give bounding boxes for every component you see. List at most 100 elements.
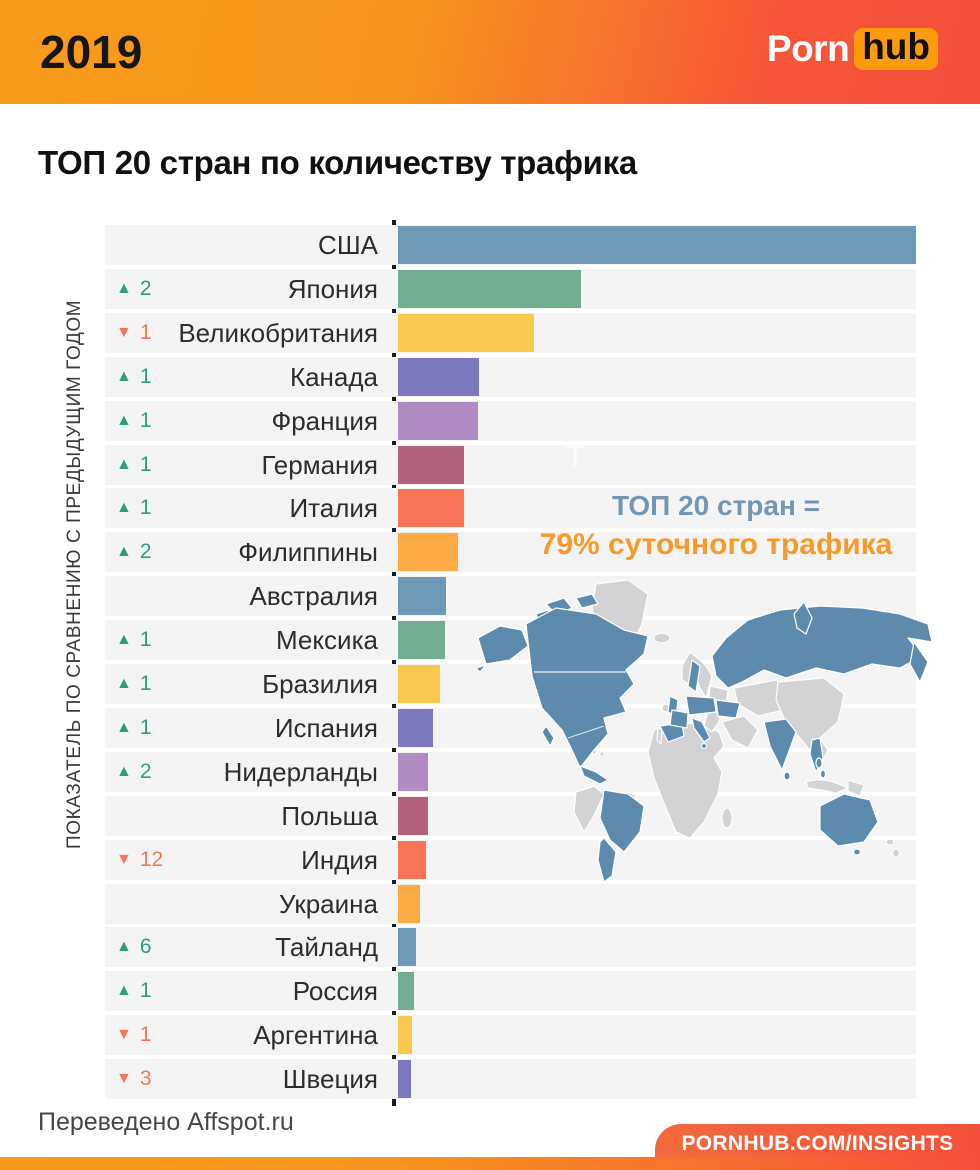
arrow-up-icon: ▲ [116, 982, 132, 1000]
country-bar [398, 752, 428, 791]
arrow-up-icon: ▲ [116, 367, 132, 385]
insights-url: PORNHUB.COM/INSIGHTS [681, 1132, 954, 1155]
rank-change-indicator: ▼ 1 [116, 320, 152, 344]
pornhub-logo: Porn hub [766, 27, 938, 70]
arrow-down-icon: ▼ [116, 1026, 132, 1044]
row-stripe [105, 971, 916, 1012]
row-stripe [105, 927, 916, 968]
country-label: Тайланд [275, 932, 378, 963]
chart-row: ▼ 1 Великобритания [0, 311, 980, 355]
world-map [476, 580, 933, 883]
row-stripe [105, 488, 916, 529]
watermark-t: T [566, 440, 585, 473]
year-label: 2019 [40, 26, 143, 78]
rank-change-indicator: ▲ 1 [116, 715, 152, 739]
annotation-line2: 79% суточного трафика [539, 528, 893, 561]
country-bar [398, 840, 426, 879]
row-stripe [105, 444, 916, 485]
rank-change-indicator: ▲ 1 [116, 496, 152, 520]
chart-row: ▲ 1 Канада [0, 355, 980, 399]
logo-porn-text: Porn [766, 28, 850, 69]
country-bar [398, 357, 479, 396]
chart-row: США [0, 223, 980, 267]
rank-change-indicator: ▲ 1 [116, 628, 152, 652]
chart-row: ▼ 1 Аргентина [0, 1013, 980, 1057]
chart-row: ▼ 3 Швеция [0, 1057, 980, 1101]
country-bar [398, 577, 446, 616]
arrow-up-icon: ▲ [116, 499, 132, 517]
country-bar [398, 313, 534, 352]
arrow-up-icon: ▲ [116, 279, 132, 297]
chart-row: ▲ 2 Япония [0, 267, 980, 311]
bottom-strip [0, 1157, 980, 1170]
rank-change-indicator: ▼ 12 [116, 847, 164, 871]
rank-change-indicator: ▲ 1 [116, 408, 152, 432]
country-bar [398, 269, 581, 308]
arrow-up-icon: ▲ [116, 718, 132, 736]
chart-row: Польша [0, 794, 980, 838]
rank-change-indicator: ▲ 1 [116, 452, 152, 476]
row-stripe [105, 400, 916, 441]
country-label: США [318, 230, 378, 260]
map-highlighted-countries [476, 593, 933, 883]
country-bar [398, 1060, 411, 1099]
arrow-up-icon: ▲ [116, 631, 132, 649]
chart-row: ▲ 6 Тайланд [0, 925, 980, 969]
country-label: Аргентина [253, 1020, 378, 1051]
country-bar [398, 621, 445, 660]
arrow-down-icon: ▼ [116, 1070, 132, 1088]
chart-row: ▲ 1 Италия [0, 486, 980, 530]
country-label: Бразилия [262, 669, 378, 699]
country-label: Швеция [282, 1064, 378, 1095]
page-title: ТОП 20 стран по количеству трафика [38, 144, 637, 181]
arrow-down-icon: ▼ [116, 323, 132, 341]
rank-change-indicator: ▲ 2 [116, 276, 152, 300]
row-stripe [105, 356, 916, 397]
map-land-gray [573, 580, 901, 858]
country-bar [398, 401, 478, 440]
row-stripe [105, 795, 916, 836]
arrow-up-icon: ▲ [116, 411, 132, 429]
row-stripe [105, 1059, 916, 1100]
country-label: Австралия [249, 581, 378, 612]
country-bar [398, 972, 414, 1011]
row-stripe [105, 839, 916, 880]
country-label: Франция [271, 405, 378, 436]
rank-change-indicator: ▲ 2 [116, 540, 152, 564]
logo-hub-badge: hub [854, 27, 938, 70]
country-bar [398, 445, 464, 484]
header-bar: 2019 Porn hub [0, 0, 980, 104]
rank-change-indicator: ▲ 1 [116, 672, 152, 695]
country-bar [398, 665, 440, 703]
country-bar [398, 1016, 412, 1055]
country-label: Украина [279, 888, 378, 919]
country-bar [398, 226, 916, 264]
country-bar [398, 796, 428, 835]
arrow-up-icon: ▲ [116, 762, 132, 780]
arrow-up-icon: ▲ [116, 455, 132, 473]
chart-row: Украина [0, 882, 980, 926]
annotation-line1: ТОП 20 стран = [611, 490, 821, 521]
rank-change-indicator: ▲ 6 [116, 935, 152, 959]
chart-row: ▲ 1 Германия [0, 443, 980, 487]
country-label: Япония [287, 273, 378, 304]
row-stripe [105, 532, 916, 573]
country-bar [398, 533, 458, 572]
rank-change-indicator: ▼ 1 [116, 1023, 152, 1047]
country-label: Испания [274, 712, 378, 743]
country-bar [398, 708, 433, 747]
country-label: Великобритания [178, 317, 378, 348]
chart-row: ▲ 1 Россия [0, 969, 980, 1013]
country-bar [398, 489, 464, 528]
credit-text: Переведено Affspot.ru [38, 1108, 294, 1136]
country-label: Италия [289, 493, 378, 524]
country-bar [398, 884, 420, 923]
country-label: Индия [301, 844, 378, 875]
country-label: Россия [292, 976, 378, 1007]
country-label: Мексика [275, 625, 378, 656]
arrow-up-icon: ▲ [116, 543, 132, 561]
country-label: Канада [289, 361, 378, 392]
country-label: Германия [261, 449, 378, 480]
country-bar [398, 928, 416, 967]
